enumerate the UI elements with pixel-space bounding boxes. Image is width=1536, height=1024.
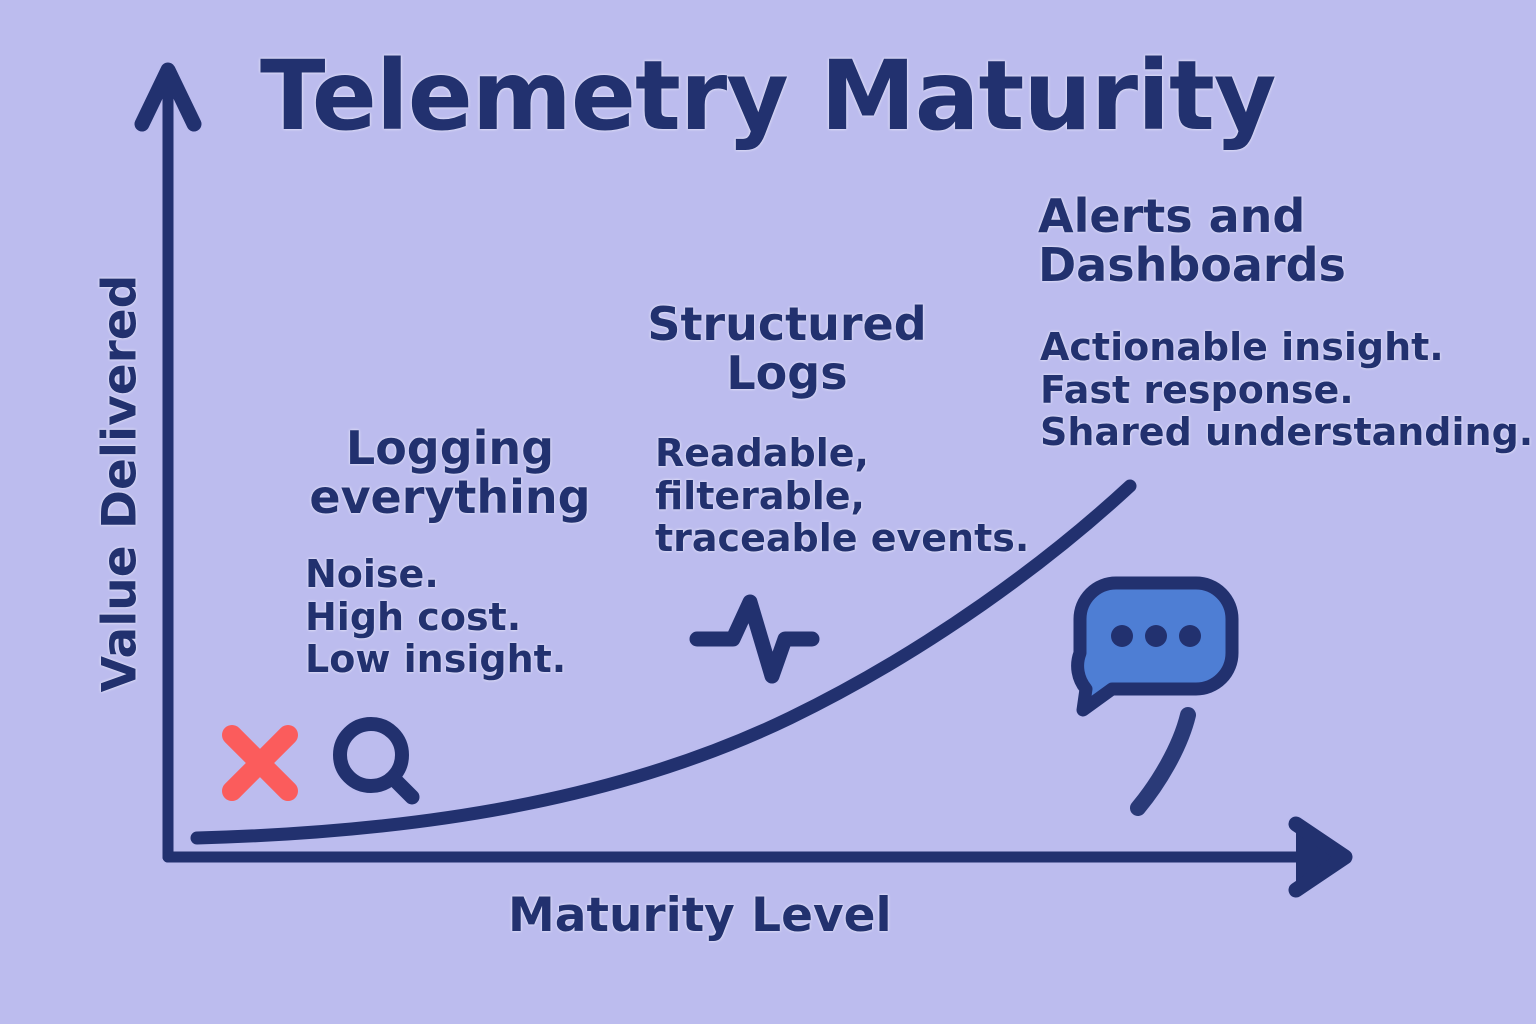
y-axis-label: Value Delivered bbox=[92, 274, 148, 693]
stage-heading-alerts-and-dashboards: Alerts and Dashboards bbox=[1038, 189, 1346, 292]
smile-arc-icon bbox=[1130, 707, 1196, 816]
page-title: Telemetry Maturity bbox=[260, 40, 1276, 152]
chat-dot-2 bbox=[1145, 625, 1167, 647]
chat-dot-3 bbox=[1179, 625, 1201, 647]
x-axis-arrowhead-icon bbox=[1288, 816, 1353, 898]
stage-heading-logging-everything: Logging everything bbox=[309, 421, 591, 524]
chat-dot-1 bbox=[1111, 625, 1133, 647]
y-axis-arrowhead-icon bbox=[134, 62, 202, 132]
chat-bubble-icon bbox=[1071, 576, 1239, 717]
stage-body-structured-logs: Readable, filterable, traceable events. bbox=[655, 431, 1030, 561]
pulse-icon bbox=[689, 594, 820, 684]
x-axis-label: Maturity Level bbox=[508, 888, 892, 943]
stage-heading-structured-logs: Structured Logs bbox=[647, 297, 927, 400]
stage-body-alerts-and-dashboards: Actionable insight. Fast response. Share… bbox=[1040, 325, 1534, 455]
x-mark-icon bbox=[222, 725, 298, 801]
magnifier-icon bbox=[333, 717, 420, 805]
stage-body-logging-everything: Noise. High cost. Low insight. bbox=[305, 552, 567, 682]
